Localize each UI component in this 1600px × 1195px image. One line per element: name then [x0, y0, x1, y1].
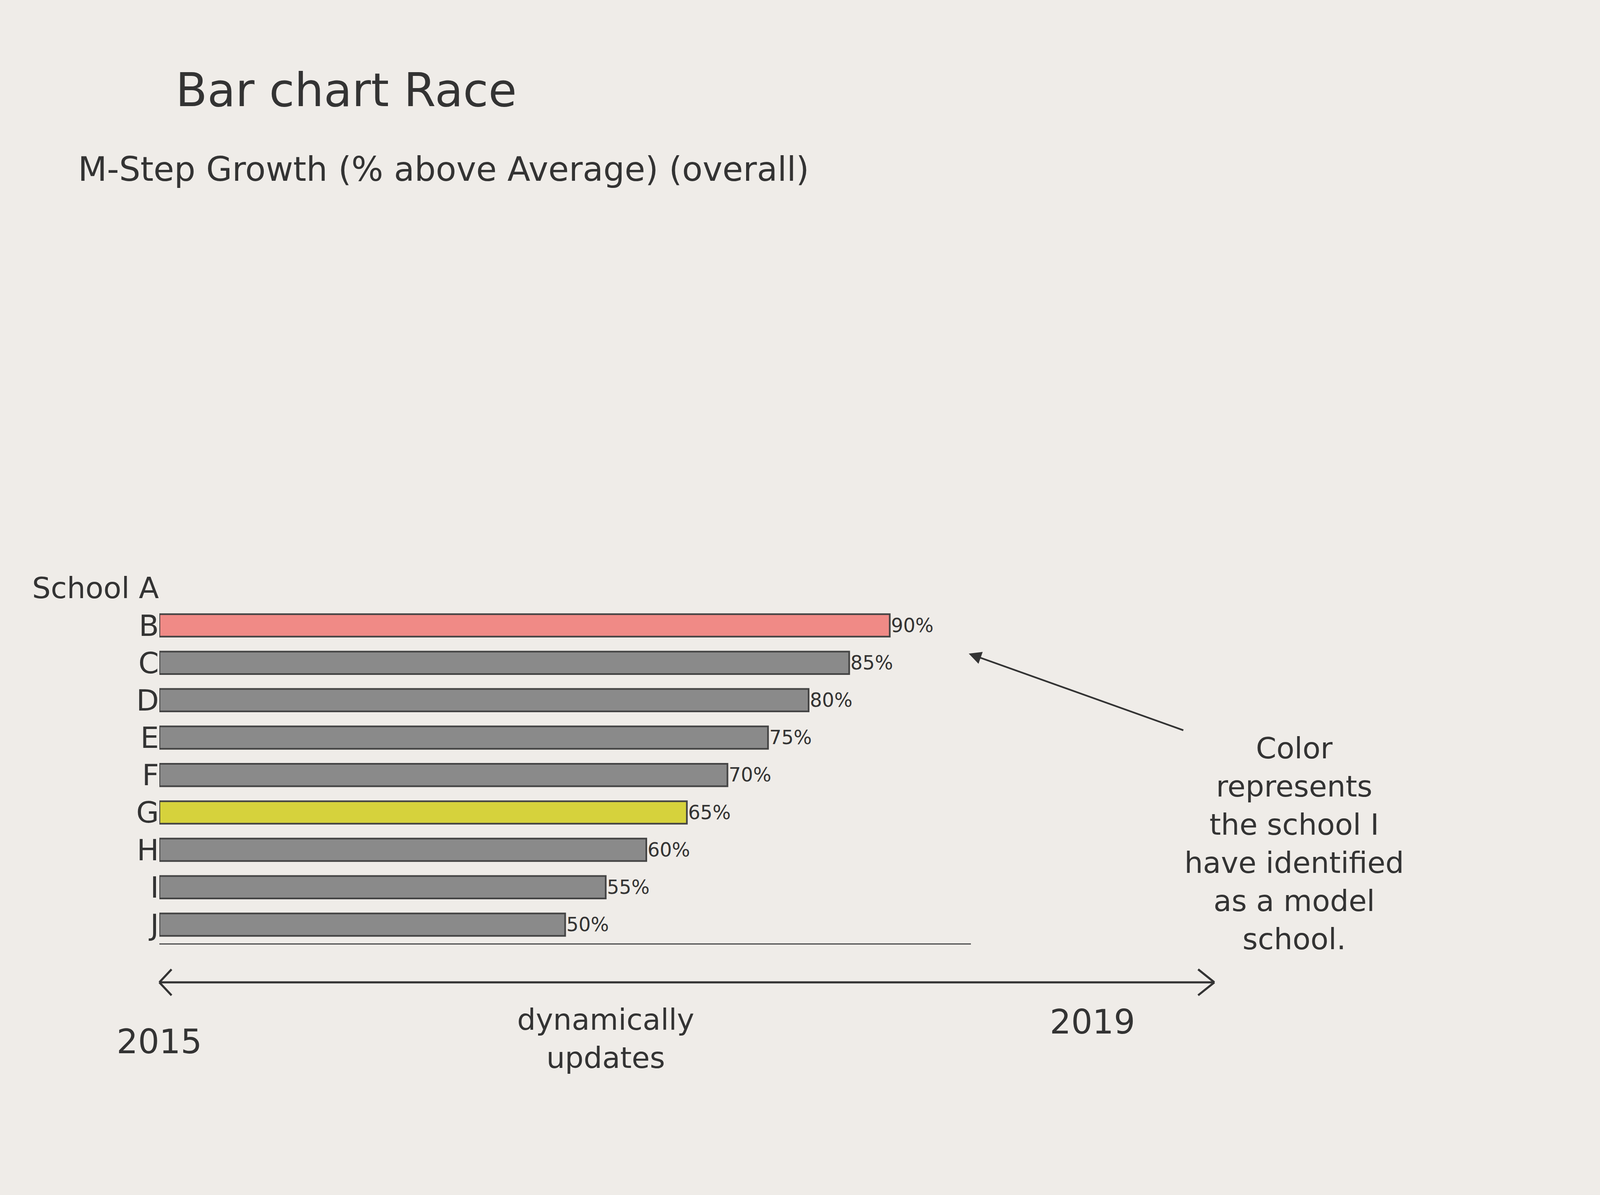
svg-text:2019: 2019 — [1049, 1002, 1136, 1042]
svg-text:J: J — [148, 907, 159, 942]
svg-text:B: B — [138, 608, 159, 643]
svg-text:Colorrepresentsthe school Ihav: Colorrepresentsthe school Ihave identifi… — [1184, 731, 1405, 957]
svg-text:E: E — [140, 720, 159, 755]
svg-text:70%: 70% — [728, 763, 772, 786]
svg-text:90%: 90% — [891, 614, 934, 637]
svg-text:65%: 65% — [688, 801, 731, 824]
svg-text:D: D — [136, 683, 159, 718]
svg-text:I: I — [150, 870, 159, 905]
svg-text:H: H — [136, 832, 159, 868]
svg-text:2015: 2015 — [116, 1022, 203, 1062]
svg-text:80%: 80% — [809, 689, 853, 712]
svg-text:F: F — [142, 757, 159, 793]
svg-text:C: C — [138, 645, 159, 681]
svg-text:M-Step Growth (% above Average: M-Step Growth (% above Average) (overall… — [78, 149, 810, 189]
svg-text:School A: School A — [31, 570, 159, 606]
svg-text:75%: 75% — [769, 726, 812, 749]
svg-text:50%: 50% — [566, 913, 609, 936]
svg-text:G: G — [136, 795, 159, 830]
svg-text:55%: 55% — [606, 876, 650, 899]
svg-text:dynamicallyupdates: dynamicallyupdates — [517, 1002, 695, 1075]
svg-text:60%: 60% — [647, 838, 690, 862]
svg-text:85%: 85% — [850, 651, 893, 674]
svg-text:Bar chart Race: Bar chart Race — [175, 63, 518, 118]
